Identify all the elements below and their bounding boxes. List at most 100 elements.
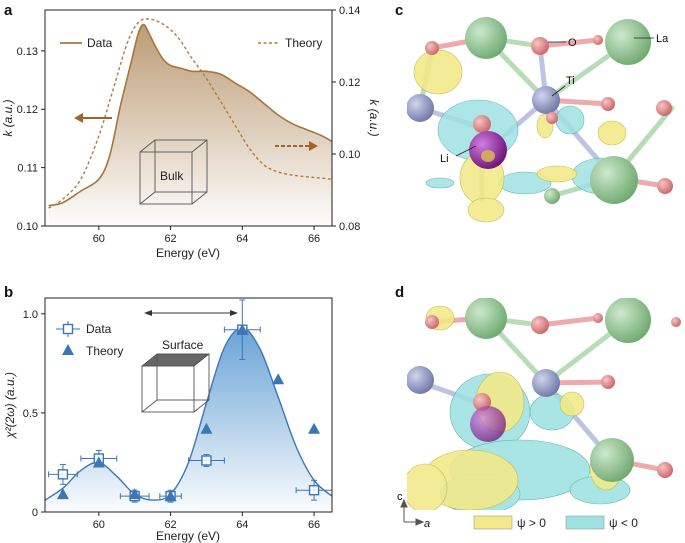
- legend-data-label: Data: [87, 36, 113, 50]
- li-atom: [470, 406, 506, 442]
- panel-label-b: b: [4, 284, 13, 301]
- o-atom: [601, 375, 615, 389]
- la-atom: [605, 298, 651, 343]
- y-tick-label-left: 0.10: [17, 221, 38, 233]
- bulk-cube-icon: [139, 139, 208, 205]
- y-tick-label-b: 0.5: [23, 408, 38, 420]
- la-atom: [465, 17, 507, 59]
- theory-point-marker: [308, 422, 321, 434]
- atom-label-li: Li: [440, 153, 449, 165]
- surface-label: Surface: [162, 338, 204, 352]
- atom-label-o: O: [568, 37, 577, 49]
- data-point-marker: [201, 455, 212, 466]
- o-atom: [531, 37, 549, 55]
- isosurface-structure-d: [407, 298, 681, 510]
- legend-theory-label: Theory: [285, 36, 322, 50]
- la-atom: [590, 156, 638, 204]
- y-tick-label-right: 0.12: [339, 77, 360, 89]
- y-axis-label-b: χ²(2ω) (a.u.): [3, 372, 17, 439]
- axis-a-label: a: [424, 518, 430, 530]
- o-atom: [531, 316, 549, 334]
- o-atom: [671, 317, 681, 327]
- y-tick-label-left: 0.13: [17, 46, 38, 58]
- plot-frame-b: [44, 297, 333, 513]
- legend-theory-marker: [62, 344, 74, 355]
- y-tick-label-left: 0.11: [17, 163, 38, 175]
- right-axis-arrow: [275, 141, 318, 151]
- data-point-marker: [57, 469, 69, 480]
- chart-a: 60 62 64 66 0.10 0.11 0.12 0.13 0.08 0.10 0.12 0.…: [1, 5, 381, 260]
- ti-atom: [532, 369, 560, 397]
- left-axis-arrow: [74, 113, 112, 123]
- x-tick-label-b: 62: [164, 519, 176, 531]
- y-tick-label-right: 0.10: [339, 149, 360, 161]
- x-tick-label-b: 60: [93, 519, 105, 531]
- legend-negative-label: ψ < 0: [609, 516, 638, 530]
- atom-label-la: La: [656, 33, 669, 45]
- o-atom: [657, 462, 673, 478]
- x-tick-label-a: 62: [164, 233, 176, 245]
- y-tick-label-right: 0.14: [339, 5, 360, 17]
- o-atom: [593, 313, 603, 323]
- la-atom: [465, 298, 507, 339]
- theory-point-marker: [164, 490, 177, 502]
- theory-point-marker: [56, 488, 69, 500]
- theory-point-marker: [200, 422, 213, 434]
- o-atom: [657, 178, 673, 194]
- legend-data-marker: [56, 321, 80, 337]
- o-atom: [473, 115, 491, 133]
- legend-positive-swatch: [473, 515, 513, 530]
- chart-b: 60 62 64 66 0 0.5 1.0 Energy (eV) χ²(2ω) (a.u…: [3, 297, 333, 543]
- o-atom: [593, 35, 603, 45]
- legend-data-label-b: Data: [86, 322, 112, 336]
- la-atom: [605, 19, 651, 65]
- axis-c-label: c: [397, 491, 403, 503]
- y-tick-label-left: 0.12: [17, 104, 38, 116]
- y-axis-label-left: k (a.u.): [1, 99, 15, 136]
- surface-cube-icon: [140, 353, 211, 413]
- panel-label-c: c: [395, 2, 403, 19]
- theory-point-marker: [272, 373, 285, 385]
- x-tick-label-a: 64: [236, 233, 248, 245]
- x-axis-label-a: Energy (eV): [156, 246, 220, 260]
- legend-positive-label: ψ > 0: [517, 516, 546, 530]
- x-axis-label-b: Energy (eV): [156, 529, 220, 543]
- legend-theory-label-b: Theory: [86, 344, 123, 358]
- o-atom: [546, 112, 558, 124]
- legend-negative-swatch: [565, 515, 605, 530]
- x-tick-label-a: 66: [308, 233, 320, 245]
- plot-frame-a: [44, 9, 333, 227]
- y-tick-label-b: 1.0: [23, 309, 38, 321]
- theory-line: [48, 18, 333, 209]
- theory-point-marker: [236, 323, 249, 335]
- fit-area-fill: [45, 327, 332, 512]
- ti-atom: [407, 366, 434, 394]
- theory-point-marker: [92, 456, 105, 468]
- lattice-axes-icon: [400, 498, 425, 526]
- o-atom: [425, 41, 439, 55]
- data-area-fill: [48, 24, 333, 226]
- x-tick-label-b: 64: [236, 519, 248, 531]
- panel-label-a: a: [4, 2, 13, 19]
- ti-atom: [407, 94, 434, 122]
- la-atom: [590, 438, 634, 482]
- panel-label-d: d: [395, 284, 404, 301]
- data-point-marker: [308, 485, 320, 496]
- o-atom: [425, 315, 439, 329]
- x-tick-label-a: 60: [93, 233, 105, 245]
- isosurface-structure-c: O La Ti Li: [407, 17, 675, 223]
- width-double-arrow: [144, 310, 238, 316]
- x-tick-label-b: 66: [308, 519, 320, 531]
- data-line: [48, 23, 333, 207]
- y-tick-label-b: 0: [32, 507, 38, 519]
- y-tick-label-right: 0.08: [339, 221, 360, 233]
- theory-point-marker: [128, 488, 141, 500]
- bulk-label: Bulk: [160, 169, 184, 183]
- ti-atom: [532, 86, 560, 114]
- o-atom: [656, 100, 672, 116]
- atom-label-ti: Ti: [566, 75, 575, 87]
- la-atom: [544, 188, 560, 204]
- y-axis-label-right: k (a.u.): [367, 99, 381, 136]
- o-atom: [601, 97, 615, 111]
